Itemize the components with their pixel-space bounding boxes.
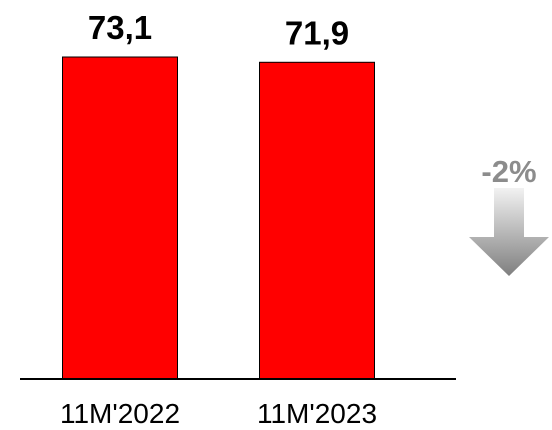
x-tick-labels: 11M'2022 11M'2023 xyxy=(60,398,377,429)
down-arrow-icon xyxy=(469,188,549,276)
value-labels: 73,1 71,9 xyxy=(88,9,349,51)
bar-11M'2022 xyxy=(62,56,178,380)
x-tick-label: 11M'2023 xyxy=(257,398,377,429)
change-percent-label: -2% xyxy=(481,154,536,189)
bars xyxy=(62,56,375,380)
bar-value-label: 73,1 xyxy=(88,9,152,46)
bar-value-label: 71,9 xyxy=(285,14,349,51)
bar-11M'2023 xyxy=(259,61,375,380)
change-annotation: -2% xyxy=(469,154,549,276)
x-tick-label: 11M'2022 xyxy=(60,398,180,429)
